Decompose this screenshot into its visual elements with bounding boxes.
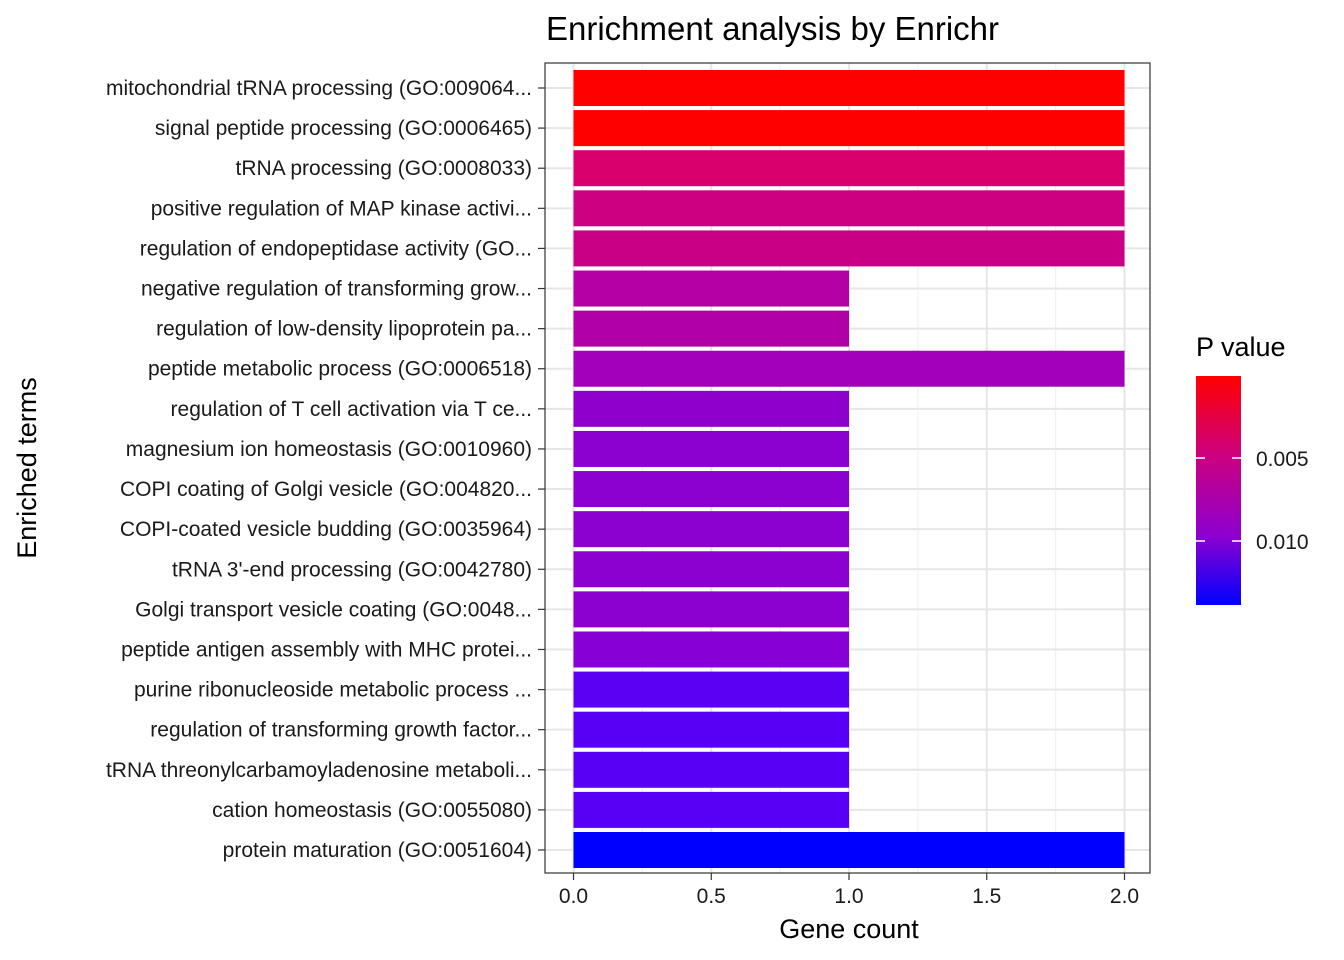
bar (573, 511, 849, 548)
bar (573, 791, 849, 828)
bar (573, 230, 1125, 267)
bar (573, 190, 1125, 227)
legend-colorbar (1196, 376, 1241, 605)
chart-title: Enrichment analysis by Enrichr (546, 10, 999, 47)
bar (573, 631, 849, 668)
x-axis-title: Gene count (779, 914, 919, 944)
x-tick-label: 0.0 (559, 885, 588, 908)
bar (573, 591, 849, 628)
y-tick-label: regulation of endopeptidase activity (GO… (140, 237, 532, 260)
y-tick-label: regulation of transforming growth factor… (150, 719, 532, 742)
y-tick-label: positive regulation of MAP kinase activi… (151, 197, 532, 220)
bar (573, 430, 849, 467)
x-tick-label: 1.5 (972, 885, 1001, 908)
y-tick-label: signal peptide processing (GO:0006465) (155, 117, 532, 140)
bar (573, 471, 849, 508)
y-tick-label: magnesium ion homeostasis (GO:0010960) (126, 438, 532, 461)
bar (573, 270, 849, 307)
x-tick-label: 2.0 (1110, 885, 1139, 908)
y-tick-label: COPI-coated vesicle budding (GO:0035964) (120, 518, 532, 541)
x-tick-label: 1.0 (834, 885, 863, 908)
bar (573, 350, 1125, 387)
y-tick-label: regulation of low-density lipoprotein pa… (156, 318, 532, 341)
y-tick-label: peptide antigen assembly with MHC protei… (121, 638, 532, 661)
bar (573, 310, 849, 347)
bar (573, 390, 849, 427)
y-axis-title: Enriched terms (12, 377, 42, 559)
y-tick-label: regulation of T cell activation via T ce… (171, 398, 532, 421)
y-axis: mitochondrial tRNA processing (GO:009064… (106, 77, 545, 862)
y-tick-label: mitochondrial tRNA processing (GO:009064… (106, 77, 532, 100)
legend-title: P value (1196, 332, 1286, 362)
bar (573, 110, 1125, 147)
x-tick-label: 0.5 (697, 885, 726, 908)
y-tick-label: Golgi transport vesicle coating (GO:0048… (135, 598, 532, 621)
color-legend: P value 0.005 0.010 (1196, 332, 1309, 605)
bar (573, 150, 1125, 187)
y-tick-label: cation homeostasis (GO:0055080) (212, 799, 532, 822)
bar (573, 711, 849, 748)
bar (573, 671, 849, 708)
y-tick-label: tRNA 3'-end processing (GO:0042780) (172, 558, 532, 581)
bar (573, 551, 849, 588)
y-tick-label: purine ribonucleoside metabolic process … (134, 679, 532, 702)
y-tick-label: tRNA threonylcarbamoyladenosine metaboli… (106, 759, 532, 782)
legend-label: 0.005 (1256, 448, 1309, 471)
y-tick-label: negative regulation of transforming grow… (141, 278, 532, 301)
bar (573, 751, 849, 788)
bars (573, 70, 1125, 868)
legend-label: 0.010 (1256, 531, 1309, 554)
x-axis: 0.0 0.5 1.0 1.5 2.0 (559, 873, 1139, 908)
y-tick-label: COPI coating of Golgi vesicle (GO:004820… (120, 478, 532, 501)
y-tick-label: tRNA processing (GO:0008033) (236, 157, 532, 180)
bar (573, 832, 1125, 868)
y-tick-label: protein maturation (GO:0051604) (223, 839, 532, 862)
plot-panel-border (544, 62, 1151, 874)
y-tick-label: peptide metabolic process (GO:0006518) (148, 358, 532, 381)
bar (573, 70, 1125, 106)
